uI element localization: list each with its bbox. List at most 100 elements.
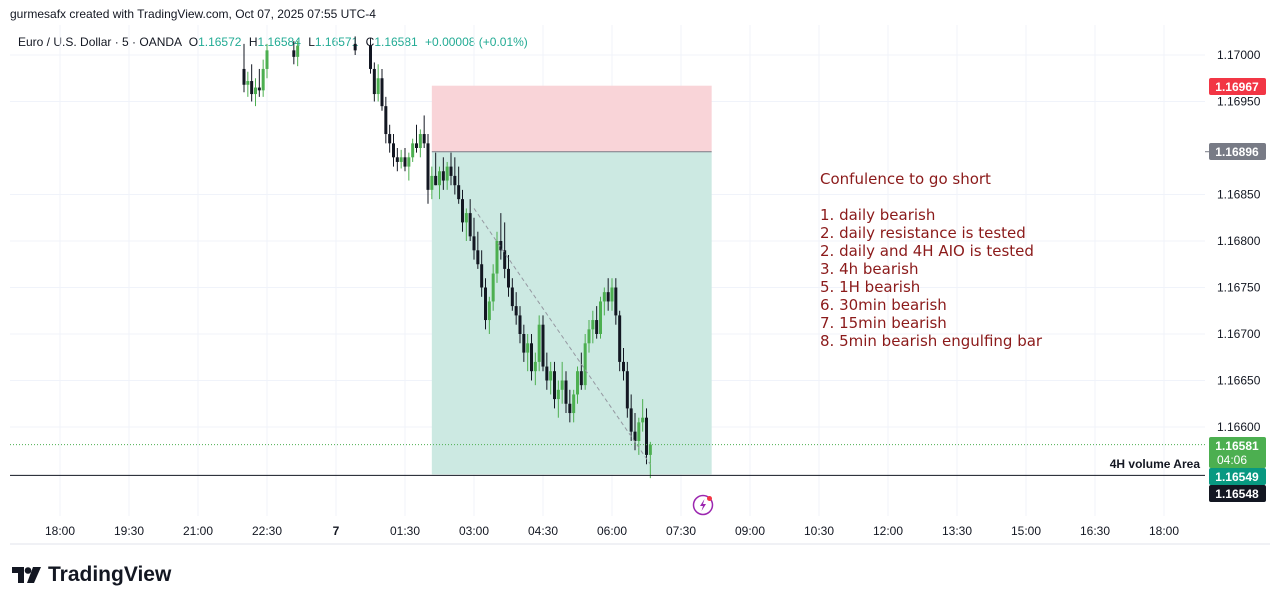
candle-body [518,315,522,334]
candle-body [254,87,257,95]
y-tick-label: 1.16950 [1217,95,1261,109]
candle-body [495,241,499,274]
candle-body [633,431,637,441]
y-tick-label: 1.16850 [1217,188,1261,202]
candle-body [464,213,468,223]
y-axis[interactable]: 1.17000 1.16950 1.16850 1.16800 1.16750 1.167… [1217,48,1261,434]
annotation-item: 7. 15min bearish [820,314,947,332]
candle-body [457,185,461,200]
candle-body [503,250,507,269]
candle-body [599,301,602,334]
candle-body [568,403,572,414]
high-label: H [248,35,258,49]
candle-body [449,166,453,176]
candle-body [468,213,472,237]
symbol-name[interactable]: Euro / U.S. Dollar · 5 · OANDA [18,35,182,49]
candle-body [434,175,438,186]
candle-body [522,334,526,353]
candle-body [533,361,537,372]
candle-body [399,157,403,162]
x-tick-label: 04:30 [528,524,558,538]
annotation-item: 2. daily resistance is tested [820,224,1026,242]
low-label: L [308,35,315,49]
candle-body [629,408,633,432]
candle-body [484,287,487,321]
candle-body [384,106,388,135]
candle-body [637,422,641,441]
countdown-text: 04:06 [1217,453,1247,467]
candle-body [491,273,495,302]
volume-area-label: 4H volume Area [1110,457,1201,471]
current-price-tag [1209,437,1266,468]
high-value: 1.16584 [257,35,301,49]
candle-body [438,171,441,186]
x-tick-label: 01:30 [390,524,420,538]
candle-body [265,50,269,69]
open-label: O [188,35,199,49]
annotation-item: 8. 5min bearish engulfing bar [820,332,1043,350]
tradingview-brand[interactable]: TradingView [12,563,171,587]
y-tick-label: 1.16750 [1217,281,1261,295]
tradingview-logo-icon [12,567,41,583]
candle-body [369,45,372,69]
target-price-text: 1.16549 [1215,470,1259,484]
candle-body [242,68,246,85]
candle-body [499,241,503,251]
candle-body [411,143,415,158]
candle-body [564,380,568,404]
y-tick-label: 1.16600 [1217,420,1261,434]
lightning-icon[interactable] [692,494,714,516]
candle-body [461,199,464,223]
y-tick-label: 1.16650 [1217,374,1261,388]
candle-body [246,81,250,85]
candle-body [441,171,445,181]
candle-body [403,157,407,167]
x-axis[interactable]: 18:00 19:30 21:00 22:30 7 01:30 03:00 04:30 06:0… [45,524,1179,538]
candle-body [261,68,265,91]
candle-body [579,371,583,386]
annotation-item: 3. 4h bearish [820,260,919,278]
position-zones [431,85,1209,475]
candle-body [453,175,457,186]
candle-body [648,444,652,455]
y-tick-label: 1.17000 [1217,48,1261,62]
x-tick-label: 15:00 [1011,524,1041,538]
candles [242,36,652,479]
candle-body [553,371,556,400]
current-price-text: 1.16581 [1215,439,1259,453]
x-tick-label: 07:30 [666,524,696,538]
candle-body [415,143,418,148]
x-tick-label: 09:00 [735,524,765,538]
candle-body [426,143,430,190]
brand-name: TradingView [48,563,172,586]
candle-body [602,292,606,302]
symbol-legend: Euro / U.S. Dollar · 5 · OANDA O1.16572 … [18,35,528,49]
candle-body [576,371,579,395]
candle-body [530,343,533,372]
candle-body [407,157,411,167]
candle-body [541,324,545,367]
candle-body [292,50,296,57]
x-tick-label: 06:00 [597,524,627,538]
low-value: 1.16571 [314,35,359,49]
candle-body [526,343,530,353]
candle-body [606,292,610,302]
stop-price-tag [1209,78,1266,95]
trend-line [473,208,651,465]
candle-body [514,306,518,316]
candle-body [476,250,480,265]
candle-body [645,417,648,455]
price-tags: 1.16967 1.16896 1.16581 04:06 1.16549 1.… [1209,78,1266,502]
candle-body [625,371,629,409]
candle-body [372,68,376,95]
annotation-item: 1. daily bearish [820,206,935,224]
candle-body [392,143,395,158]
candle-body [418,134,422,148]
line-price-text: 1.16548 [1215,487,1259,501]
annotation-title: Confulence to go short [820,170,991,188]
candle-body [472,236,476,251]
overlays [10,208,1205,476]
candle-body [480,264,484,288]
